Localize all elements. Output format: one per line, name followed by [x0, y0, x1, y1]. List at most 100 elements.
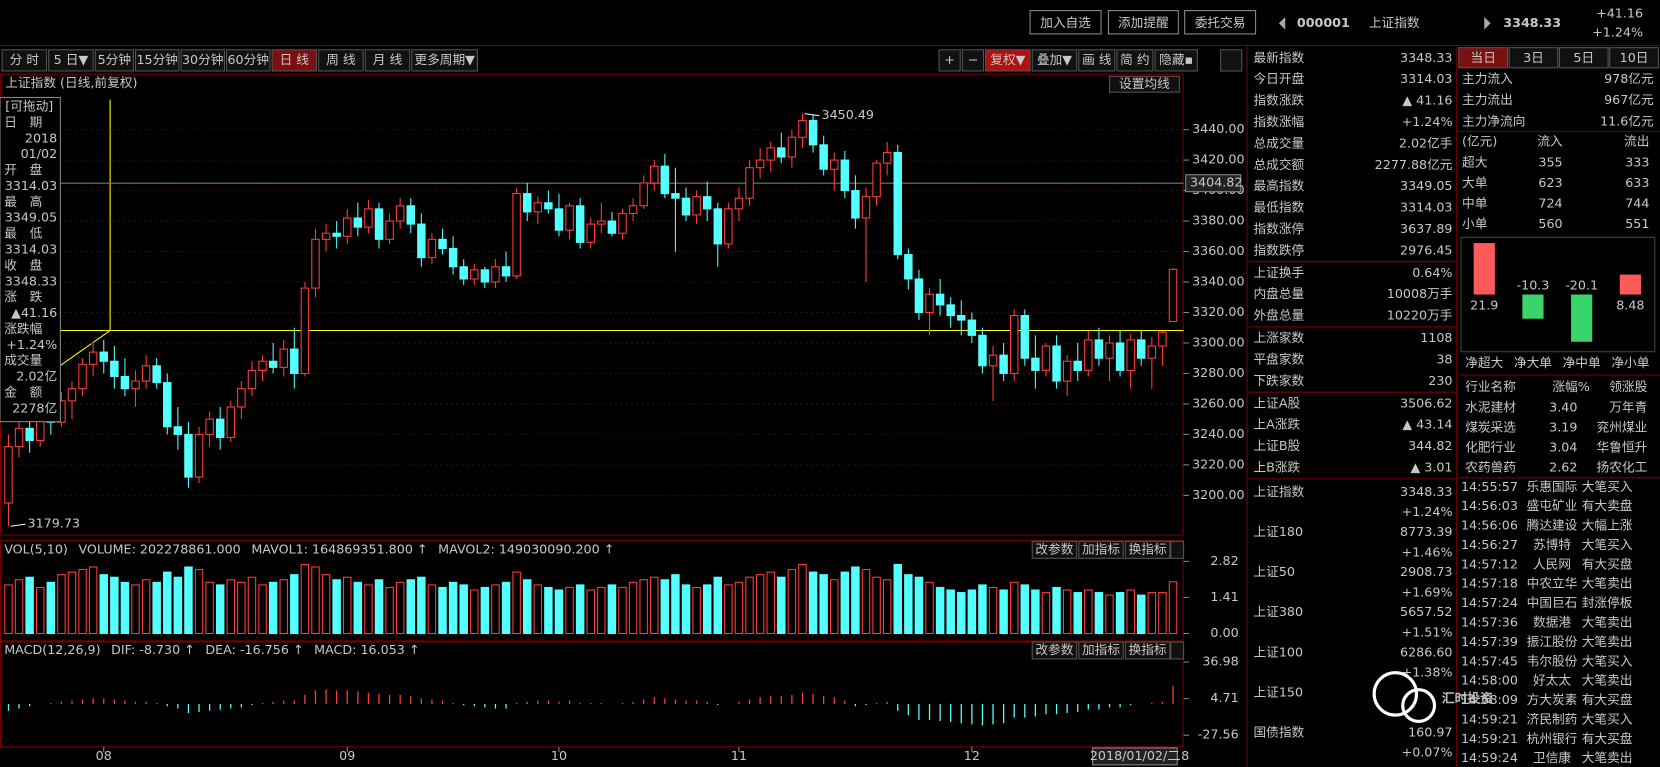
- candle-body: [67, 388, 77, 402]
- net-value: 21.9: [1470, 298, 1498, 313]
- volume-bar: [385, 586, 394, 635]
- candle-body: [724, 208, 733, 245]
- period-tab[interactable]: [271, 49, 318, 72]
- candle-body: [1084, 339, 1093, 371]
- y-tick-label: 3240.00: [1192, 426, 1244, 441]
- info-value: 3348.33: [5, 273, 57, 288]
- candle-body: [692, 196, 701, 216]
- tool-button[interactable]: [1154, 49, 1198, 72]
- candle-body: [1126, 339, 1135, 371]
- fund-tab[interactable]: [1609, 47, 1659, 69]
- volume-bar: [501, 581, 511, 635]
- sector-leader: 扬农化工: [1597, 460, 1648, 475]
- net-chart-frame: [1460, 236, 1656, 353]
- tool-button[interactable]: [938, 49, 961, 72]
- fund-tab[interactable]: [1458, 47, 1509, 69]
- quote-value: 2.02亿手: [1399, 135, 1453, 150]
- sector-pct: 3.19: [1549, 419, 1577, 434]
- panel-button[interactable]: [1031, 641, 1078, 660]
- tool-button[interactable]: [1078, 49, 1116, 72]
- candle-body: [1115, 342, 1125, 371]
- candle-body: [300, 287, 310, 374]
- close-button[interactable]: [1170, 641, 1185, 660]
- volume-bar: [491, 584, 500, 635]
- fund-tab[interactable]: [1558, 47, 1609, 69]
- candle-body: [258, 360, 267, 371]
- settings-button[interactable]: [1108, 75, 1180, 93]
- panel-button[interactable]: [1078, 641, 1124, 660]
- fund-tab[interactable]: [1508, 47, 1559, 69]
- candle-body: [607, 220, 617, 234]
- period-tab[interactable]: [134, 49, 180, 72]
- candle-body: [1062, 360, 1072, 382]
- volume-bar: [88, 566, 98, 635]
- toolbar-button[interactable]: [1107, 10, 1179, 35]
- volume-bar: [1020, 584, 1030, 635]
- tool-button[interactable]: [985, 49, 1031, 72]
- candle-body: [268, 360, 278, 368]
- index-pct: +1.51%: [1402, 624, 1453, 639]
- candle-body: [597, 220, 606, 225]
- fund-row-label: 超大: [1462, 155, 1488, 170]
- tool-button[interactable]: [1031, 49, 1078, 72]
- close-button[interactable]: [1170, 540, 1185, 559]
- candle-body: [194, 433, 204, 478]
- candle-body: [279, 348, 288, 368]
- fund-header: 流入: [1537, 133, 1563, 148]
- period-tab[interactable]: [226, 49, 271, 72]
- tool-button[interactable]: [961, 49, 985, 72]
- candle-body: [237, 388, 246, 408]
- panel-button[interactable]: [1078, 540, 1124, 559]
- fullscreen-button[interactable]: [1220, 49, 1243, 72]
- panel-button-label: 改参数: [1035, 642, 1073, 657]
- period-tab[interactable]: [180, 49, 225, 72]
- volume-bar: [1062, 589, 1072, 635]
- tool-button[interactable]: [1116, 49, 1154, 72]
- volume-bar: [639, 579, 648, 635]
- net-category: 净大单: [1514, 355, 1552, 370]
- period-tab[interactable]: [94, 49, 134, 72]
- tick-stock: 卫信康: [1533, 750, 1571, 765]
- period-tab[interactable]: [1, 49, 48, 72]
- tab-label: 月 线: [373, 52, 403, 67]
- quote-label: 平盘家数: [1253, 351, 1304, 366]
- volume-bar: [25, 576, 34, 635]
- cursor-price: 3404.82: [1190, 175, 1242, 190]
- period-tab[interactable]: [364, 49, 411, 72]
- index-value: 5657.52: [1400, 604, 1452, 619]
- tick-stock: 人民网: [1533, 556, 1571, 571]
- period-tab[interactable]: [318, 49, 364, 72]
- panel-button[interactable]: [1031, 540, 1078, 559]
- prev-arrow[interactable]: [1278, 16, 1286, 30]
- candle-body: [967, 319, 977, 336]
- candle-body: [650, 165, 659, 184]
- panel-button-label: 改参数: [1035, 541, 1073, 556]
- candle-body: [512, 193, 521, 277]
- candle-body: [1073, 360, 1082, 371]
- info-label: 金 额: [4, 385, 42, 400]
- fund-label: 主力流出: [1462, 92, 1513, 107]
- candle-body: [120, 375, 130, 390]
- toolbar-button[interactable]: [1184, 10, 1257, 35]
- quote-value: 10220万手: [1387, 308, 1453, 323]
- volume-bar: [554, 589, 564, 635]
- period-tab[interactable]: [48, 49, 94, 72]
- tab-label: 60分钟: [228, 52, 270, 67]
- candle-body: [861, 196, 871, 219]
- volume-bar: [470, 589, 479, 635]
- tick-stock: 好太太: [1533, 673, 1571, 688]
- volume-bar: [173, 576, 183, 635]
- candle-body: [544, 202, 553, 210]
- index-name: 上证指数: [1253, 484, 1304, 499]
- volume-bar: [67, 571, 77, 635]
- volume-bar: [332, 579, 341, 635]
- toolbar-button[interactable]: [1029, 10, 1102, 35]
- period-tab[interactable]: [411, 49, 478, 72]
- volume-panel: [0, 539, 1184, 642]
- panel-button[interactable]: [1124, 641, 1171, 660]
- index-name: 国债指数: [1253, 724, 1304, 739]
- volume-bar: [57, 574, 66, 635]
- panel-button[interactable]: [1124, 540, 1171, 559]
- next-arrow[interactable]: [1484, 16, 1491, 30]
- candle-body: [173, 426, 183, 435]
